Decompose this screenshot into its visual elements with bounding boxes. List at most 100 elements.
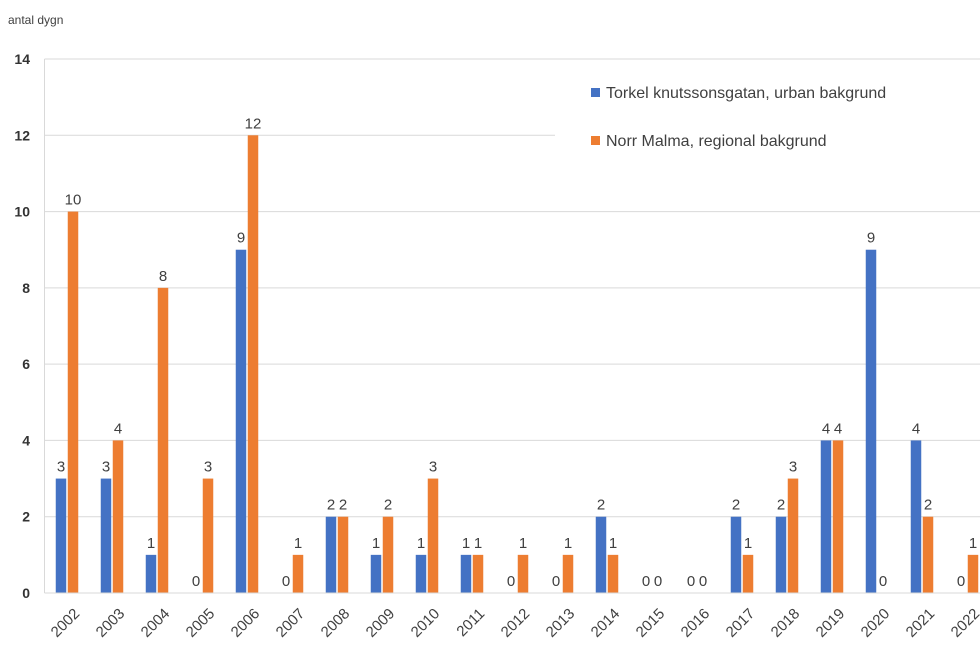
x-tick-label: 2002 (48, 605, 84, 641)
x-tick-label: 2006 (228, 605, 264, 641)
bar (742, 554, 754, 593)
bar (865, 249, 877, 593)
data-label: 1 (969, 535, 977, 552)
x-tick-group: 2018 (768, 605, 804, 641)
x-tick-label: 2010 (408, 605, 444, 641)
x-tick-group: 2005 (183, 605, 219, 641)
y-tick-label: 8 (22, 280, 30, 296)
data-label: 4 (822, 420, 830, 437)
legend-swatch (591, 88, 600, 97)
x-tick-label: 2007 (273, 605, 309, 641)
bar (202, 478, 214, 593)
data-label: 3 (57, 459, 65, 476)
data-label: 0 (654, 573, 662, 590)
x-tick-label: 2018 (768, 605, 804, 641)
data-label: 2 (597, 497, 605, 514)
x-tick-label: 2005 (183, 605, 219, 641)
bar (325, 516, 337, 593)
data-label: 0 (699, 573, 707, 590)
y-tick-label: 4 (22, 432, 30, 448)
legend-label: Norr Malma, regional bakgrund (606, 133, 827, 150)
bar (910, 440, 922, 593)
bar (382, 516, 394, 593)
bar (595, 516, 607, 593)
y-axis-label: antal dygn (8, 13, 63, 27)
data-label: 2 (924, 497, 932, 514)
x-tick-group: 2011 (453, 605, 488, 640)
x-tick-group: 2013 (543, 605, 579, 641)
x-tick-group: 2022 (948, 605, 980, 641)
data-label: 1 (417, 535, 425, 552)
bar (562, 554, 574, 593)
bar (472, 554, 484, 593)
x-tick-label: 2003 (93, 605, 129, 641)
x-tick-group: 2006 (228, 605, 264, 641)
data-label: 8 (159, 268, 167, 285)
y-tick-label: 14 (14, 51, 30, 67)
x-tick-group: 2021 (903, 605, 939, 641)
bar (460, 554, 472, 593)
bar (775, 516, 787, 593)
data-label: 2 (384, 497, 392, 514)
x-tick-group: 2010 (408, 605, 444, 641)
data-label: 2 (327, 497, 335, 514)
data-label: 2 (732, 497, 740, 514)
x-tick-label: 2022 (948, 605, 980, 641)
data-label: 0 (282, 573, 290, 590)
bar (337, 516, 349, 593)
bar (100, 478, 112, 593)
bar (145, 554, 157, 593)
data-label: 0 (552, 573, 560, 590)
x-tick-group: 2015 (633, 605, 669, 641)
data-label: 1 (609, 535, 617, 552)
y-tick-label: 10 (14, 204, 30, 220)
legend-swatch (591, 136, 600, 145)
x-tick-group: 2020 (858, 605, 894, 641)
bar (967, 554, 979, 593)
data-label: 3 (789, 459, 797, 476)
x-tick-group: 2002 (48, 605, 84, 641)
data-label: 9 (867, 230, 875, 247)
data-label: 1 (519, 535, 527, 552)
data-label: 3 (204, 459, 212, 476)
data-label: 1 (372, 535, 380, 552)
x-tick-group: 2012 (498, 605, 534, 641)
data-label: 2 (777, 497, 785, 514)
y-tick-label: 2 (22, 509, 30, 525)
x-tick-label: 2013 (543, 605, 579, 641)
data-label: 0 (879, 573, 887, 590)
bar (112, 440, 124, 593)
x-tick-group: 2016 (678, 605, 714, 641)
y-tick-label: 0 (22, 585, 30, 601)
data-label: 1 (462, 535, 470, 552)
x-tick-group: 2008 (318, 605, 354, 641)
x-tick-group: 2007 (273, 605, 309, 641)
bar (517, 554, 529, 593)
x-tick-label: 2009 (363, 605, 399, 641)
x-tick-label: 2012 (498, 605, 534, 641)
x-tick-group: 2003 (93, 605, 129, 641)
data-label: 1 (147, 535, 155, 552)
data-label: 1 (294, 535, 302, 552)
x-tick-label: 2014 (588, 605, 624, 641)
legend-label: Torkel knutssonsgatan, urban bakgrund (606, 85, 886, 102)
data-label: 1 (744, 535, 752, 552)
data-label: 9 (237, 230, 245, 247)
data-label: 0 (192, 573, 200, 590)
data-label: 0 (642, 573, 650, 590)
bar (67, 211, 79, 594)
bar (415, 554, 427, 593)
x-tick-group: 2017 (723, 605, 759, 641)
data-label: 3 (429, 459, 437, 476)
y-tick-label: 12 (14, 127, 30, 143)
x-tick-label: 2019 (813, 605, 849, 641)
x-tick-label: 2021 (903, 605, 939, 641)
data-label: 0 (687, 573, 695, 590)
bar (832, 440, 844, 593)
x-tick-group: 2004 (138, 605, 174, 641)
y-tick-label: 6 (22, 356, 30, 372)
bar (820, 440, 832, 593)
x-tick-label: 2008 (318, 605, 354, 641)
x-tick-group: 2014 (588, 605, 624, 641)
